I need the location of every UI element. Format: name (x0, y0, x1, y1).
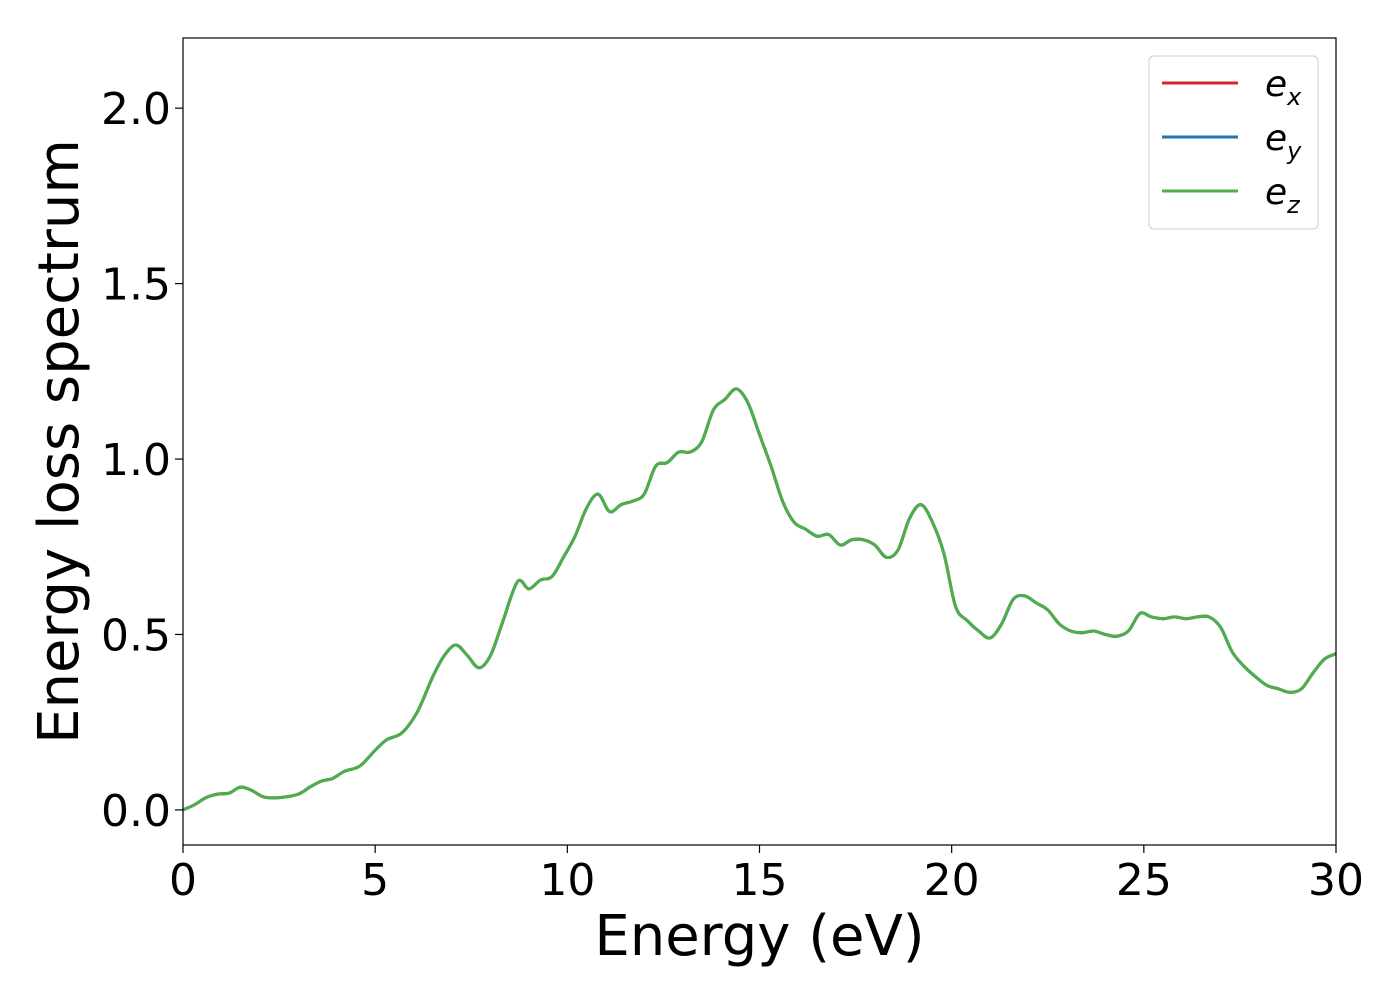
series-layer (183, 387, 1336, 812)
legend-label: ey (1265, 118, 1302, 165)
series-line-e-z (183, 387, 1336, 812)
y-tick-label: 0.0 (101, 786, 171, 837)
y-tick-label: 1.5 (101, 260, 171, 311)
series-line-e-y (183, 387, 1336, 812)
y-axis-label: Energy loss spectrum (27, 139, 92, 744)
y-tick-label: 2.0 (101, 84, 171, 135)
x-tick-label: 30 (1308, 855, 1364, 906)
series-line-e-x (183, 387, 1336, 812)
x-tick-label: 25 (1116, 855, 1172, 906)
x-tick-label: 15 (732, 855, 788, 906)
x-axis-label: Energy (eV) (594, 904, 924, 969)
legend-label-subscript: x (1286, 83, 1302, 111)
y-axis-ticks: 0.0 0.5 1.0 1.5 2.0 (101, 84, 183, 837)
legend-label-subscript: y (1286, 137, 1302, 165)
legend-label-base: e (1265, 172, 1287, 213)
x-tick-label: 5 (361, 855, 389, 906)
x-tick-label: 10 (539, 855, 595, 906)
legend-label: ez (1265, 172, 1301, 219)
legend-label-base: e (1265, 118, 1287, 159)
legend-label-subscript: z (1286, 191, 1301, 219)
legend-label-base: e (1265, 64, 1287, 105)
y-tick-label: 0.5 (101, 610, 171, 661)
legend-box (1148, 55, 1319, 230)
y-tick-label: 1.0 (101, 435, 171, 486)
x-axis-ticks: 0 5 10 15 20 25 30 (169, 845, 1364, 906)
x-tick-label: 0 (169, 855, 197, 906)
x-tick-label: 20 (924, 855, 980, 906)
legend-label: ex (1265, 64, 1302, 111)
